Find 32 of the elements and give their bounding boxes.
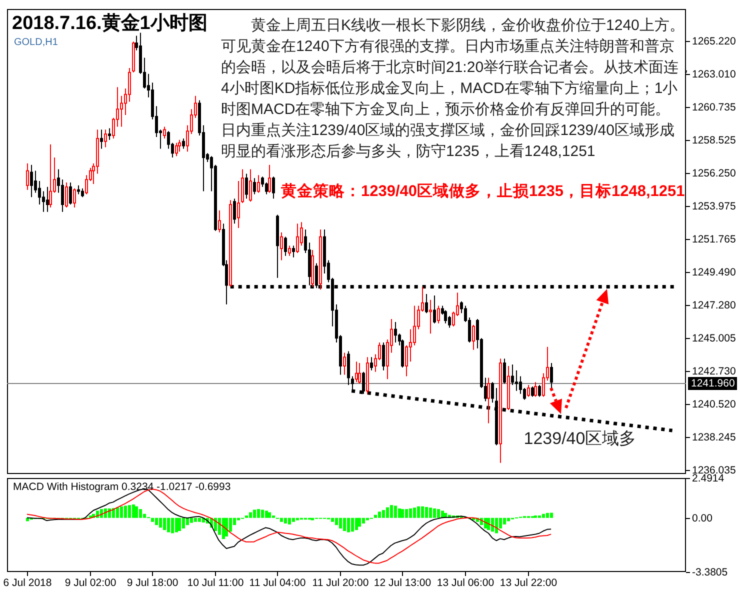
x-tick-label: 6 Jul 2018 — [3, 577, 52, 589]
y-tick-label: 1238.245 — [692, 432, 736, 444]
x-tick-label: 11 Jul 20:00 — [312, 577, 369, 589]
y-tick-label: 1265.220 — [692, 36, 736, 48]
y-tick-label: -3.3805 — [692, 566, 728, 578]
chart-title: MACD With Histogram 0.3234 -1.0217 -0.6993 — [13, 481, 231, 493]
text: GOLD,H1 — [14, 37, 58, 48]
x-tick-label: 10 Jul 11:00 — [187, 577, 244, 589]
y-tick-label: 1245.005 — [692, 332, 736, 344]
x-tick-label: 9 Jul 18:00 — [126, 577, 178, 589]
ref-line-label: 1241.960 — [691, 378, 735, 390]
annotation: 黄金策略：1239/40区域做多，止损1235，目标1248,1251 — [280, 182, 686, 200]
y-tick-label: 1247.280 — [692, 300, 736, 312]
x-tick-label: 11 Jul 04:00 — [249, 577, 306, 589]
y-tick-label: 1263.010 — [692, 68, 736, 80]
y-tick-label: 2.4914 — [692, 472, 724, 484]
y-tick-label: 1260.735 — [692, 102, 736, 114]
x-tick-label: 13 Jul 22:00 — [500, 577, 558, 589]
y-tick-label: 1258.525 — [692, 134, 736, 146]
annotation: 1239/40区域多 — [524, 429, 636, 448]
annotation: 黄金上周五日K线收一根长下影阴线，金价收盘价位于1240上方。可见黄金在1240下方有很强的支撑。日内市场重点关注特朗普和普京的会晤，以及会晤后将于北京时间21:20举行联合记者会。从技术面连，4小时图KD指标低位形成金叉向上，MACD在零轴下方缩量向上；1小时图MACD在零轴下方金叉向上，预示价格金价有反弹回升的可能。日内重点关注1239/40区域的强支撑区域，金价回踩1239/40区域形成明显的看涨形态后参与多头，防守1235，上看1248,1251 — [221, 17, 694, 160]
y-tick-label: 1249.490 — [692, 266, 736, 278]
y-tick-label: 1251.765 — [692, 234, 736, 246]
y-tick-label: 1256.250 — [692, 168, 736, 180]
x-tick-label: 13 Jul 06:00 — [436, 577, 494, 589]
y-tick-label: 1240.520 — [692, 398, 736, 410]
y-tick-label: 1242.730 — [692, 366, 736, 378]
y-tick-label: 1253.975 — [692, 200, 736, 212]
x-tick-label: 9 Jul 02:00 — [64, 577, 116, 589]
x-tick-label: 12 Jul 13:00 — [374, 577, 432, 589]
y-tick-label: 0.00 — [692, 512, 713, 524]
chart-title: 2018.7.16.黄金1小时图 — [12, 12, 208, 34]
